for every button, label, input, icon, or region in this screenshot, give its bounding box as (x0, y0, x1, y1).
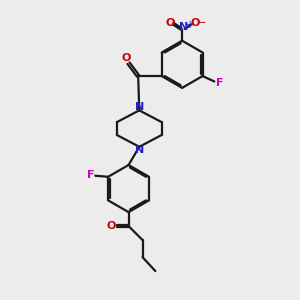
Text: N: N (135, 145, 144, 155)
Text: N: N (178, 22, 188, 32)
Text: F: F (215, 77, 223, 88)
Text: O: O (122, 53, 131, 63)
Text: +: + (185, 20, 193, 30)
Text: N: N (135, 102, 144, 112)
Text: O: O (166, 18, 175, 28)
Text: O: O (191, 18, 200, 28)
Text: O: O (107, 221, 116, 231)
Text: F: F (87, 170, 94, 180)
Text: −: − (197, 18, 206, 28)
